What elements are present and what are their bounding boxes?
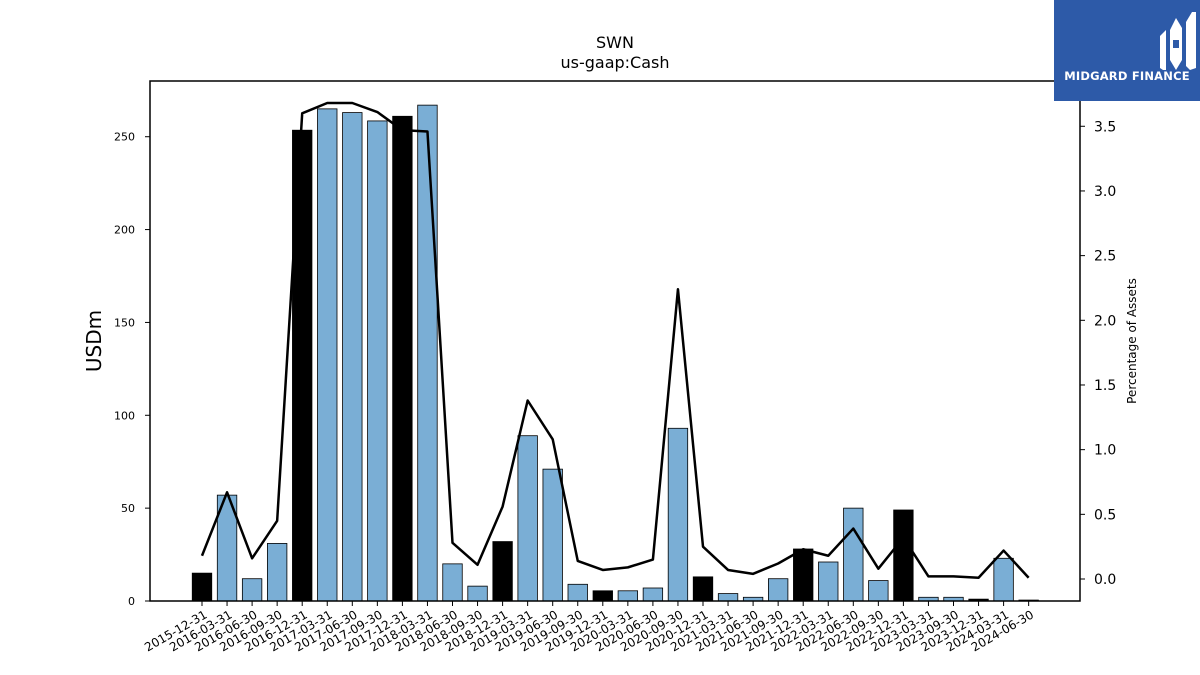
y-tick-label: 150 <box>114 316 135 329</box>
y2-tick-label: 3.5 <box>1094 119 1116 135</box>
bar-2018-09-30 <box>467 585 488 602</box>
bar-2016-09-30 <box>266 543 288 602</box>
y2-tick-label: 1.5 <box>1094 378 1116 394</box>
y-tick-label: 250 <box>114 131 135 144</box>
bar-2019-03-31 <box>517 435 538 602</box>
y-tick-label: 50 <box>121 502 135 515</box>
y2-tick-label: 1.0 <box>1094 443 1116 459</box>
chart-subtitle: us-gaap:Cash <box>560 53 669 72</box>
y2-tick-label: 2.0 <box>1094 313 1116 329</box>
midgard-finance-logo: MIDGARD FINANCE <box>1054 0 1200 101</box>
y2-tick-label: 3.0 <box>1094 184 1116 200</box>
bar-2022-09-30 <box>868 580 889 602</box>
bars-group <box>191 104 1039 602</box>
bar-2017-12-31 <box>392 115 413 602</box>
y2-axis-label: Percentage of Assets <box>1125 278 1139 404</box>
y2-tick-label: 0.0 <box>1094 572 1116 588</box>
logo-text: MIDGARD FINANCE <box>1064 69 1190 83</box>
bar-2019-06-30 <box>542 468 563 602</box>
bar-2017-06-30 <box>342 112 363 602</box>
pct-of-assets-line <box>200 101 1030 579</box>
bar-2020-12-31 <box>692 576 714 602</box>
y-tick-label: 200 <box>114 224 135 237</box>
bar-2022-03-31 <box>818 561 839 602</box>
line-layer <box>200 101 1030 579</box>
bar-2021-09-30 <box>768 578 789 602</box>
bar-2021-03-31 <box>717 593 739 602</box>
y2-tick-label: 2.5 <box>1094 249 1116 265</box>
y2-ticks-group: 0.0 0.5 1.0 1.5 2.0 2.5 3.0 3.5 <box>1080 119 1116 588</box>
y-ticks-group: 0 50 100 150 200 250 <box>114 131 150 608</box>
bar-2019-12-31 <box>592 590 613 602</box>
x-ticks-group: 2015-12-312016-03-312016-06-302016-09-30… <box>142 601 1036 654</box>
bar-2018-03-31 <box>417 104 438 602</box>
bar-2015-12-31 <box>191 572 213 602</box>
bar-2018-06-30 <box>442 563 463 602</box>
bar-2024-03-31 <box>993 557 1014 602</box>
y-axis-label: USDm <box>82 310 106 372</box>
y2-tick-label: 0.5 <box>1094 507 1116 523</box>
bar-2020-09-30 <box>667 427 689 602</box>
plot-frame <box>149 80 1081 602</box>
bar-2022-06-30 <box>843 507 864 602</box>
logo-mark-icon <box>1160 12 1196 70</box>
bar-2020-03-31 <box>617 590 638 602</box>
bar-2017-09-30 <box>367 120 388 602</box>
y-tick-label: 100 <box>114 409 135 422</box>
y-tick-label: 0 <box>128 595 135 608</box>
bar-2021-12-31 <box>793 548 814 602</box>
bar-2017-03-31 <box>317 108 338 602</box>
bar-2019-09-30 <box>567 583 588 602</box>
bar-2022-12-31 <box>893 509 914 602</box>
bar-2016-12-31 <box>292 129 313 602</box>
bar-2018-12-31 <box>492 541 513 602</box>
bar-2016-06-30 <box>241 578 263 602</box>
chart-title: SWN <box>596 33 634 52</box>
bar-2020-06-30 <box>642 587 664 602</box>
